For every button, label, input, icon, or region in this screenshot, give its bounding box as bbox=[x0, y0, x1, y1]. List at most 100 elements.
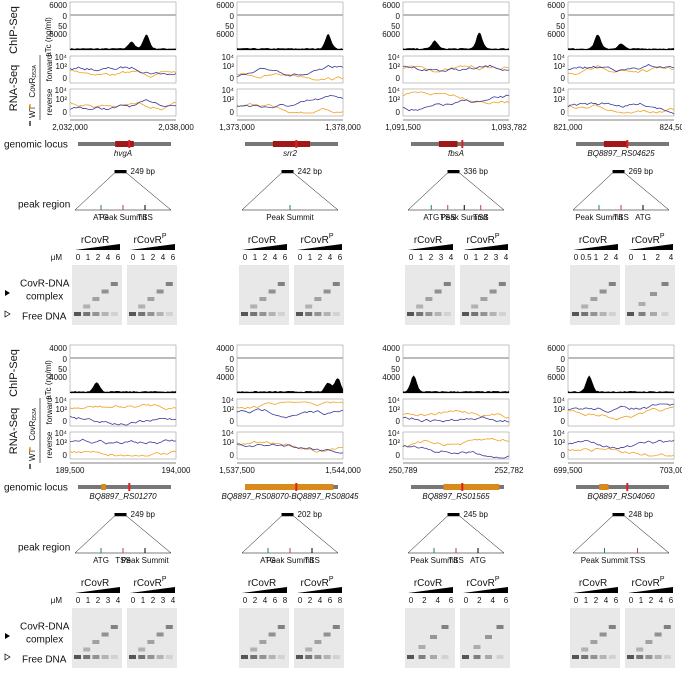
free-band bbox=[608, 312, 616, 316]
lane-label: 2 bbox=[263, 253, 268, 262]
free-band bbox=[471, 312, 479, 316]
locus-start: 821,000 bbox=[554, 123, 583, 132]
rna-trace bbox=[402, 64, 510, 72]
peak-label: TSS bbox=[448, 556, 464, 565]
protein-name: rCovR bbox=[414, 578, 442, 589]
rna-tick: 10² bbox=[553, 438, 565, 447]
peak-label: ATG bbox=[93, 213, 109, 222]
protein-label: rCovRP bbox=[466, 233, 499, 246]
free-band bbox=[416, 312, 424, 316]
rna-tick: 10² bbox=[222, 62, 234, 71]
protein-label: rCovRP bbox=[631, 576, 664, 589]
gene-target bbox=[101, 484, 106, 490]
rna-trace bbox=[69, 438, 177, 445]
lane-label: 3 bbox=[106, 596, 111, 605]
complex-band bbox=[259, 297, 267, 301]
lane-label: 2 bbox=[253, 596, 258, 605]
protein-label: rCovR bbox=[248, 235, 276, 246]
atc-tick: 50 bbox=[391, 365, 400, 374]
lane-label: 6 bbox=[338, 253, 343, 262]
conc-wedge bbox=[297, 587, 342, 593]
complex-label: complex bbox=[26, 292, 63, 303]
lane-label: 2 bbox=[594, 596, 599, 605]
peak-label: TSS bbox=[137, 213, 153, 222]
peak-marker bbox=[128, 483, 131, 491]
protein-sup: P bbox=[329, 576, 334, 583]
complex-label: complex bbox=[26, 635, 63, 646]
complex-band bbox=[581, 647, 589, 652]
locus-start: 250,789 bbox=[389, 466, 418, 475]
rna-tick: 10² bbox=[388, 405, 400, 414]
gene-target bbox=[438, 141, 458, 147]
peak-label: Peak Summit bbox=[266, 213, 314, 222]
peak-label: Peak Summit bbox=[581, 556, 629, 565]
complex-arrow bbox=[5, 290, 10, 296]
free-band bbox=[101, 655, 109, 659]
peak-fan bbox=[241, 172, 339, 211]
lane-label: 0 bbox=[76, 253, 81, 262]
complex-band bbox=[489, 289, 497, 294]
free-band bbox=[147, 312, 155, 316]
conc-wedge bbox=[408, 244, 453, 250]
atc-tick: 4000 bbox=[49, 373, 67, 382]
lane-label: 0 bbox=[409, 596, 414, 605]
peak-bp: 249 bp bbox=[131, 510, 156, 519]
reverse-label: reverse bbox=[45, 431, 54, 458]
rna-tick: 10² bbox=[55, 438, 67, 447]
peak-label: Peak Summit bbox=[99, 213, 147, 222]
free-band bbox=[83, 655, 91, 659]
genomic-locus-label: genomic locus bbox=[4, 483, 68, 494]
free-band bbox=[590, 655, 598, 659]
wt-label: WT bbox=[28, 105, 37, 118]
free-band bbox=[663, 655, 671, 659]
complex-band bbox=[485, 635, 492, 639]
peak-marker bbox=[295, 483, 298, 491]
chip-tick: 6000 bbox=[547, 344, 565, 353]
rna-tick: 0 bbox=[561, 417, 566, 426]
complex-band bbox=[83, 304, 91, 309]
complex-band bbox=[416, 304, 424, 309]
protein-label: rCovRP bbox=[631, 233, 664, 246]
peak-fan bbox=[572, 172, 670, 211]
rna-tick: 10⁴ bbox=[553, 396, 566, 405]
rna-tick: 10⁴ bbox=[553, 429, 566, 438]
chip-tick: 0 bbox=[561, 12, 566, 21]
locus-start: 699,500 bbox=[554, 466, 583, 475]
peak-fan bbox=[74, 515, 172, 554]
rna-trace bbox=[567, 104, 675, 114]
lane-label: 2 bbox=[151, 596, 156, 605]
rna-tick: 10² bbox=[222, 438, 234, 447]
complex-band bbox=[138, 647, 146, 652]
rna-frame bbox=[567, 88, 675, 117]
gene-name: fbsA bbox=[448, 149, 464, 158]
lane-label: 6 bbox=[614, 596, 619, 605]
peak-bp: 336 bp bbox=[464, 167, 489, 176]
peak-region-label: peak region bbox=[18, 543, 70, 554]
peak-marker bbox=[626, 483, 629, 491]
complex-band bbox=[425, 297, 433, 301]
chip-seq-label: ChIP-Seq bbox=[8, 6, 20, 54]
lane-label: 2 bbox=[604, 253, 609, 262]
free-band bbox=[314, 312, 322, 316]
gene-name: BQ8897_RS01565 bbox=[422, 492, 490, 501]
free-band bbox=[608, 655, 616, 659]
gene-name: BQ8897_RS08070-BQ8897_RS08045 bbox=[222, 492, 360, 501]
rna-trace bbox=[402, 65, 510, 73]
rna-trace bbox=[402, 94, 510, 112]
free-band bbox=[314, 655, 322, 659]
conc-wedge bbox=[628, 587, 673, 593]
free-band bbox=[599, 655, 607, 659]
free-band bbox=[129, 312, 136, 316]
rna-frame bbox=[236, 398, 344, 427]
complex-band bbox=[110, 282, 118, 286]
lane-label: 4 bbox=[449, 253, 454, 262]
gene-name: srr2 bbox=[283, 149, 297, 158]
free-band bbox=[590, 312, 598, 316]
free-band bbox=[129, 655, 136, 659]
gene-name: BQ8897_RS04625 bbox=[587, 149, 655, 158]
complex-band bbox=[305, 304, 313, 309]
rna-tick: 0 bbox=[230, 417, 235, 426]
peak-label: TSS bbox=[115, 556, 131, 565]
free-band bbox=[74, 312, 81, 316]
atc-tick: 50 bbox=[58, 365, 67, 374]
